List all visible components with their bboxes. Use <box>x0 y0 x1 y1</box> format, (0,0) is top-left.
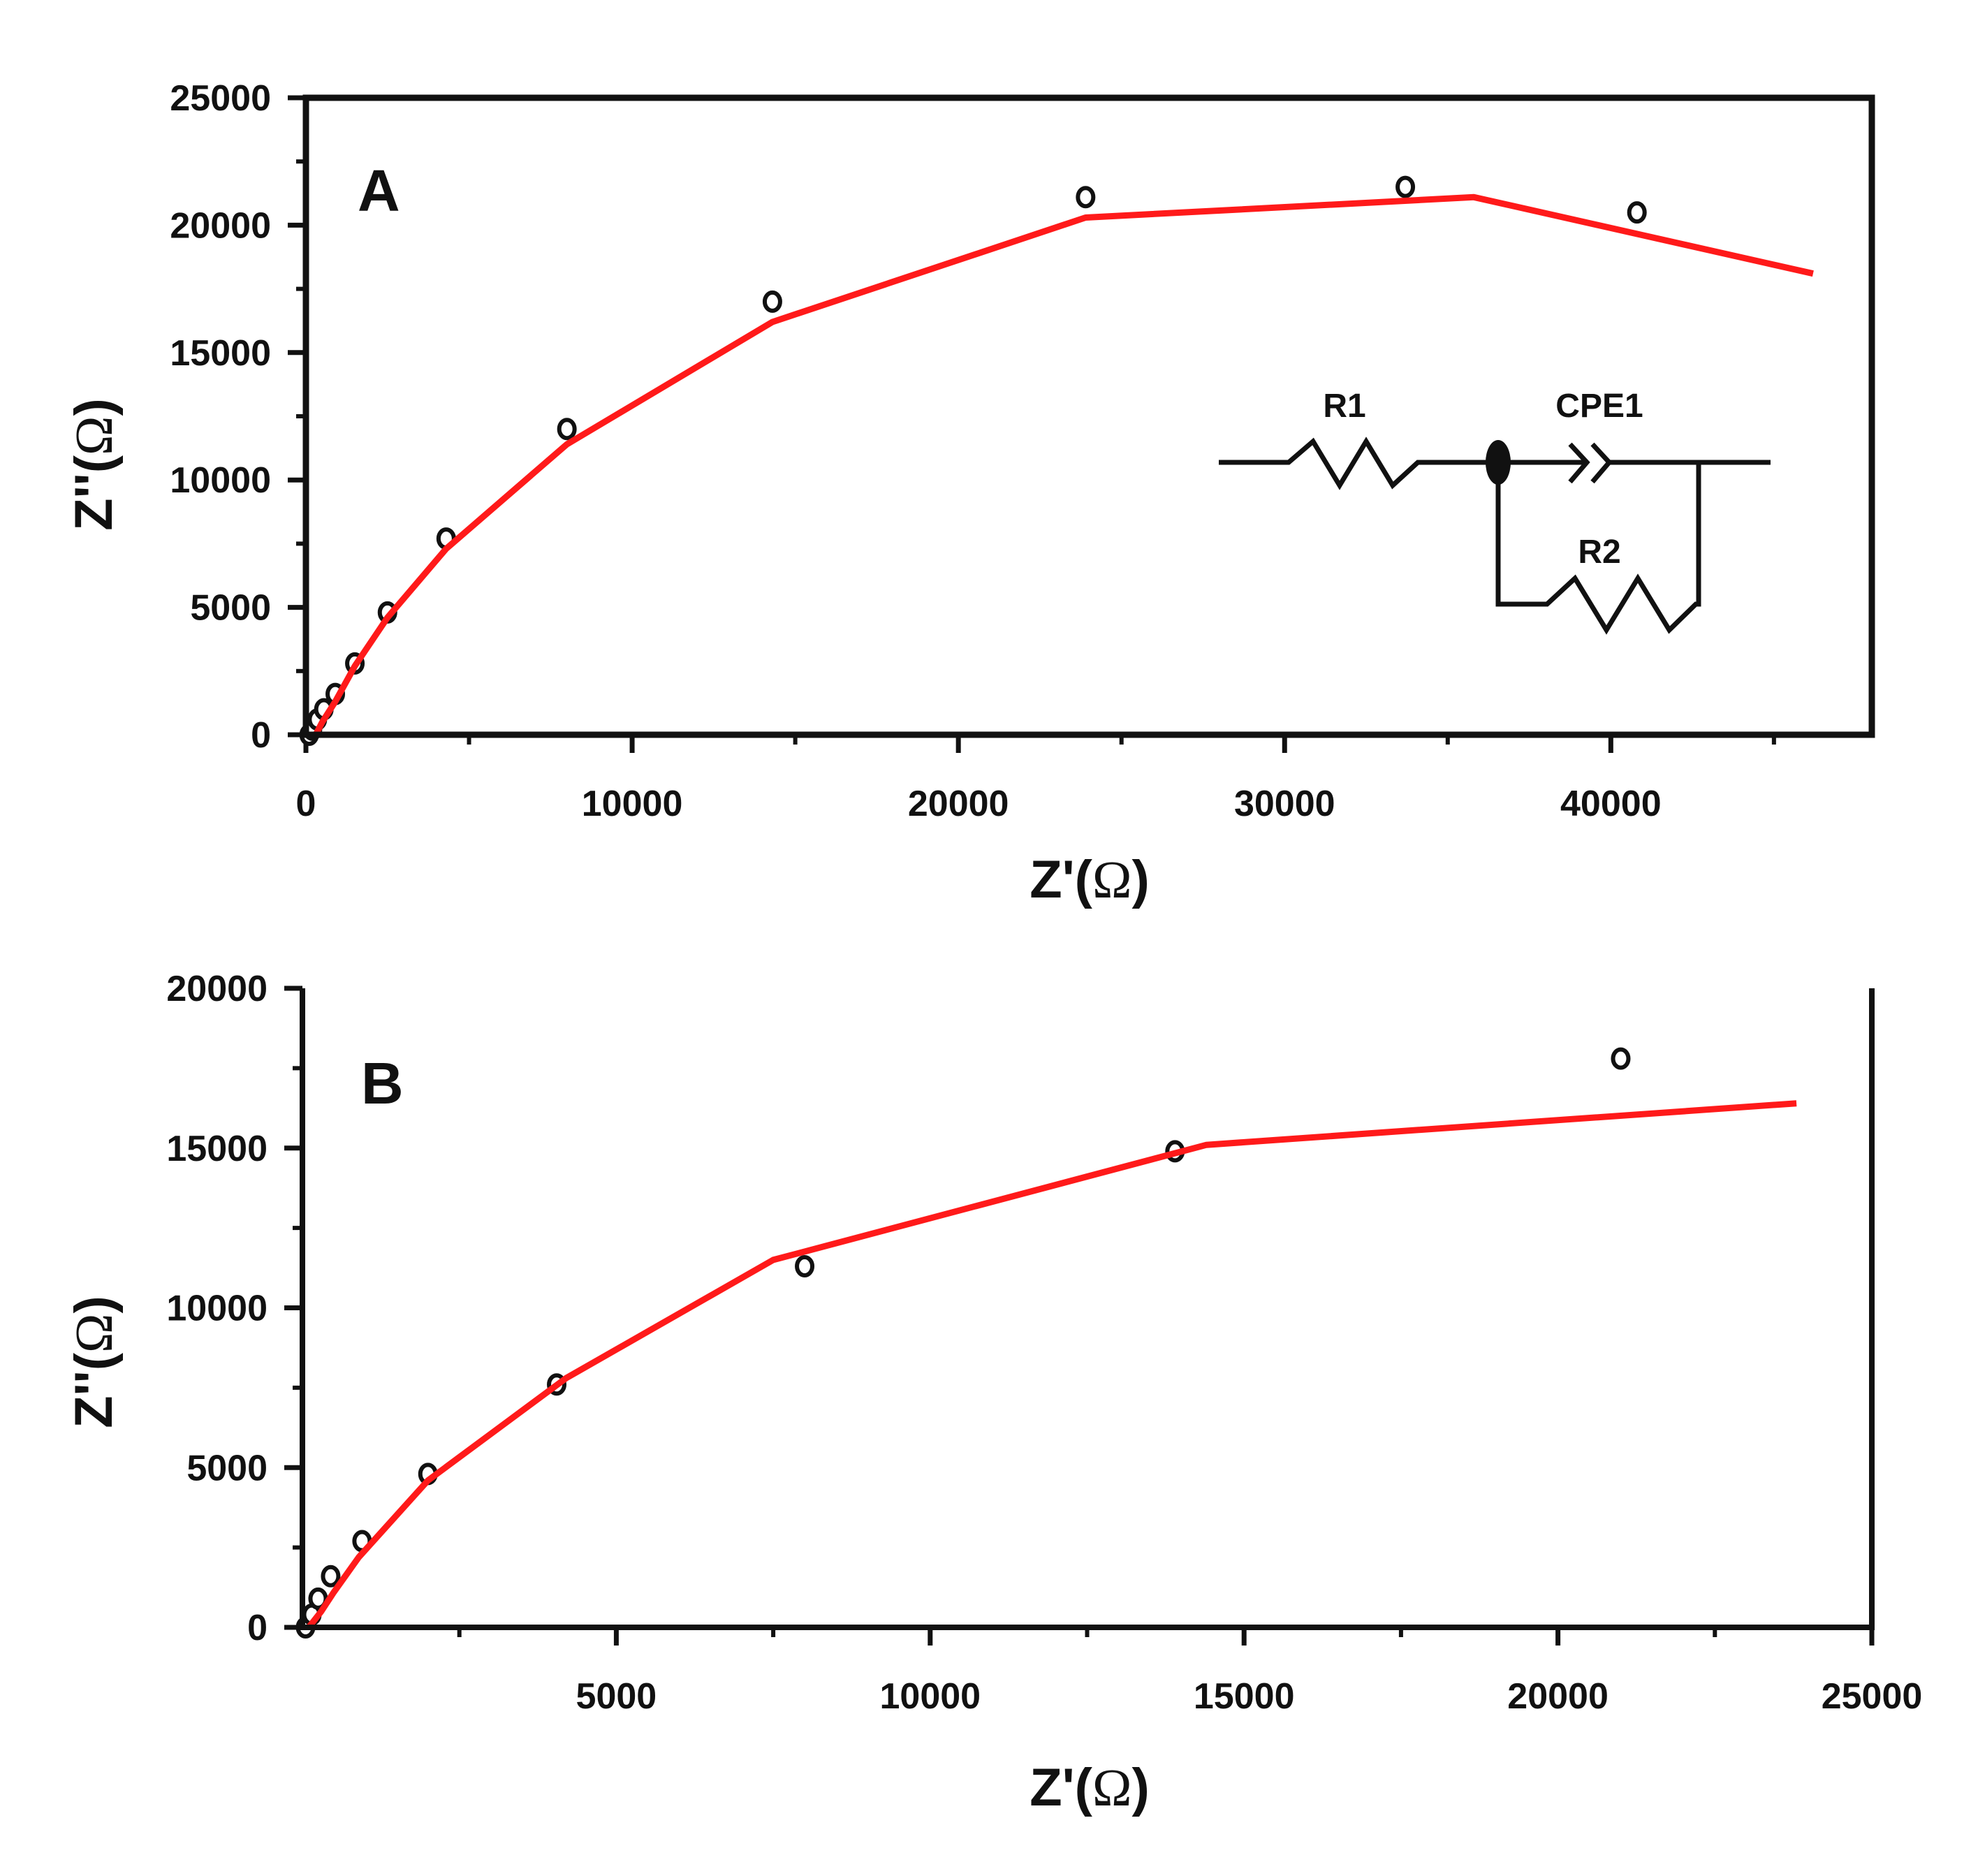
panel-b-x-axis-title: Z'(Ω) <box>1030 1758 1150 1817</box>
panel-a-series <box>299 175 1814 746</box>
circuit-resistor-r1-icon <box>1219 437 1498 490</box>
panel-b-series <box>295 1047 1797 1639</box>
panel-b-x-tick-label: 15000 <box>1194 1676 1295 1717</box>
panel-a-data-point <box>1627 201 1647 224</box>
panel-a-data-point <box>1076 186 1096 209</box>
panel-a: 0 10000 20000 30000 40000 0 5000 10000 15000 2000… <box>64 78 1875 909</box>
panel-a-ticks <box>288 95 1776 753</box>
equivalent-circuit-inset: R1 CPE1 R2 <box>1219 388 1771 635</box>
panel-b-y-axis-title: Z''(Ω) <box>64 1296 124 1428</box>
panel-a-x-axis-title: Z'(Ω) <box>1030 850 1150 909</box>
circuit-cpe-icon <box>1498 442 1771 484</box>
panel-b-y-tick-label: 10000 <box>166 1289 268 1329</box>
panel-b: 5000 10000 15000 20000 25000 0 5000 10000 15000 2… <box>64 969 1922 1817</box>
panel-b-tick-labels: 5000 10000 15000 20000 25000 0 5000 10000 15000 2… <box>166 969 1922 1717</box>
panel-a-y-tick-label: 20000 <box>170 205 271 246</box>
panel-b-fit-line <box>306 1100 1797 1629</box>
panel-b-y-tick-label: 15000 <box>166 1129 268 1169</box>
panel-a-data-point <box>557 418 577 441</box>
panel-a-label: A <box>358 158 400 223</box>
circuit-label-r1: R1 <box>1323 388 1365 425</box>
panel-b-y-tick-label: 0 <box>247 1608 268 1648</box>
circuit-label-r2: R2 <box>1578 534 1620 571</box>
panel-a-y-tick-label: 25000 <box>170 78 271 119</box>
panel-b-x-tick-label: 20000 <box>1507 1676 1609 1717</box>
circuit-label-cpe1: CPE1 <box>1555 388 1643 425</box>
panel-a-y-tick-label: 15000 <box>170 333 271 374</box>
panel-a-x-tick-label: 30000 <box>1234 784 1335 824</box>
panel-a-x-tick-label: 40000 <box>1560 784 1662 824</box>
panel-a-x-tick-label: 20000 <box>908 784 1009 824</box>
panel-b-y-tick-label: 20000 <box>166 969 268 1009</box>
panel-a-x-tick-label: 0 <box>296 784 316 824</box>
circuit-resistor-r2-icon <box>1495 462 1701 635</box>
panel-b-x-tick-label: 25000 <box>1822 1676 1923 1717</box>
panel-b-ticks <box>284 985 1875 1646</box>
panel-b-data-point <box>1611 1047 1631 1070</box>
panel-b-data-point <box>795 1255 815 1278</box>
panel-b-data-point <box>308 1587 328 1610</box>
panel-a-y-tick-label: 5000 <box>190 588 271 629</box>
panel-a-y-axis-title: Z''(Ω) <box>64 398 124 531</box>
panel-a-tick-labels: 0 10000 20000 30000 40000 0 5000 10000 15000 2000… <box>170 78 1661 824</box>
panel-b-x-tick-label: 5000 <box>576 1676 657 1717</box>
panel-b-data-point <box>321 1564 341 1588</box>
panel-a-plot-frame <box>302 94 1875 738</box>
panel-b-x-tick-label: 10000 <box>879 1676 981 1717</box>
panel-b-y-tick-label: 5000 <box>186 1448 268 1488</box>
panel-a-data-point <box>1395 175 1416 198</box>
panel-a-fit-line <box>313 193 1814 737</box>
panel-b-label: B <box>361 1050 404 1116</box>
panel-a-y-tick-label: 10000 <box>170 460 271 501</box>
panel-a-y-tick-label: 0 <box>251 715 271 756</box>
panel-b-axes <box>300 988 1875 1630</box>
panel-a-data-point <box>762 290 782 313</box>
panel-a-x-tick-label: 10000 <box>582 784 683 824</box>
